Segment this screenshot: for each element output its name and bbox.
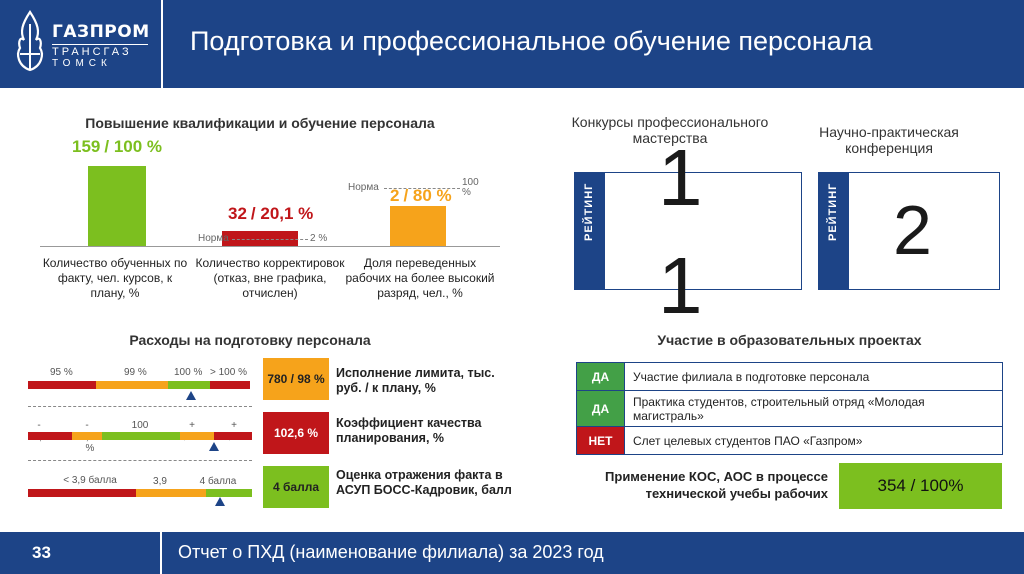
norm-line-promoted xyxy=(384,188,460,189)
footer-title: Отчет о ПХД (наименование филиала) за 20… xyxy=(178,542,604,562)
conference-rating-value: 2 xyxy=(893,191,932,269)
norm-line-corrections xyxy=(232,239,308,240)
row2-seg-green xyxy=(102,432,180,440)
conference-title: Научно-практическая конференция xyxy=(819,124,959,156)
conference-rating-card: РЕЙТИНГ xyxy=(818,172,1000,290)
row1-seg-green xyxy=(168,381,210,389)
row3-seg-green xyxy=(206,489,252,497)
kpi-planning: 102,6 % xyxy=(262,411,330,455)
row3-seg-orange xyxy=(136,489,206,497)
page-title: Подготовка и профессиональное обучение п… xyxy=(190,26,873,56)
chart-baseline xyxy=(40,246,500,247)
row3-tick: 3,9 балла xyxy=(146,476,174,500)
logo-subline: ТРАНСГАЗ xyxy=(52,44,148,58)
kos-value: 354 / 100% xyxy=(838,462,1003,510)
contests-rating-value-upper: 1 xyxy=(658,133,703,222)
label-trained: Количество обученных по факту, чел. курс… xyxy=(42,256,188,300)
project-status: ДА xyxy=(576,362,625,391)
row2-tick: - xyxy=(85,420,89,431)
row1-seg-orange xyxy=(96,381,168,389)
company-logo: ГАЗПРОМ ТРАНСГАЗ ТОМСК xyxy=(0,0,163,88)
value-trained: 159/ 100 % xyxy=(72,137,163,156)
label-promoted: Доля переведенных рабочих на более высок… xyxy=(345,256,495,300)
table-row: ДА Практика студентов, строительный отря… xyxy=(576,390,1003,427)
row2-marker-icon xyxy=(209,442,219,451)
project-status: НЕТ xyxy=(576,426,625,455)
project-text: Участие филиала в подготовке персонала xyxy=(624,362,1003,391)
gazprom-flame-icon xyxy=(17,10,43,72)
row3-tick: < 3,9 балла xyxy=(63,475,117,486)
bar-corrections xyxy=(222,231,298,246)
value-promoted: 2/ 80 % xyxy=(390,186,452,205)
bar-promoted xyxy=(390,206,446,246)
row1-seg-red xyxy=(28,381,96,389)
norm-value-corrections: 2 % xyxy=(310,233,328,244)
header-bar xyxy=(0,0,1024,88)
contests-rating-strip: РЕЙТИНГ xyxy=(575,173,605,289)
kos-text: Применение КОС, АОС в процессе техническ… xyxy=(605,469,828,501)
page-number: 33 xyxy=(0,532,162,574)
logo-city: ТОМСК xyxy=(52,58,112,69)
project-status: ДА xyxy=(576,390,625,427)
contests-rating-value: 1 xyxy=(658,241,703,330)
conference-rating-strip: РЕЙТИНГ xyxy=(819,173,849,289)
row2-seg-red xyxy=(28,432,72,440)
row1-marker-icon xyxy=(186,391,196,400)
kpi-asup: 4 балла xyxy=(262,465,330,509)
row1-tick: 100 % xyxy=(174,367,203,378)
kpi-asup-text: Оценка отражения факта в АСУП БОСС-Кадро… xyxy=(336,468,512,497)
row2-seg-red-right xyxy=(214,432,252,440)
kpi-planning-text: Коэффициент качества планирования, % xyxy=(336,416,482,445)
row1-tick: 99 % xyxy=(124,367,147,378)
row2-seg-orange-right xyxy=(180,432,214,440)
bar-trained xyxy=(88,166,146,246)
value-corrections: 32/ 20,1 % xyxy=(228,204,314,223)
row1-tick: 95 % xyxy=(50,367,73,378)
project-text: Слет целевых студентов ПАО «Газпром» xyxy=(624,426,1003,455)
table-row: НЕТ Слет целевых студентов ПАО «Газпром» xyxy=(576,426,1003,455)
row2-tick: - xyxy=(37,420,41,431)
label-corrections: Количество корректировок (отказ, вне гра… xyxy=(195,256,345,300)
divider xyxy=(28,406,252,407)
row1-seg-red-right xyxy=(210,381,250,389)
kpi-limit: 780 / 98 % xyxy=(262,357,330,401)
row3-tick: 4 балла xyxy=(199,476,237,487)
norm-label-promoted: Норма xyxy=(348,182,379,193)
project-text: Практика студентов, строительный отряд «… xyxy=(624,390,1003,427)
norm-label-corrections: Норма xyxy=(198,233,229,244)
qualification-title: Повышение квалификации и обучение персон… xyxy=(85,115,435,131)
expenses-title: Расходы на подготовку персонала xyxy=(129,332,371,348)
norm-value-promoted: 100 % xyxy=(462,177,479,198)
footer-bar xyxy=(0,532,1024,574)
logo-word: ГАЗПРОМ xyxy=(52,22,150,42)
row2-seg-orange xyxy=(72,432,102,440)
projects-title: Участие в образовательных проектах xyxy=(657,332,922,348)
divider xyxy=(28,460,252,461)
row3-marker-icon xyxy=(215,497,225,506)
row1-tick: > 100 % xyxy=(210,367,247,378)
contests-rating-card: РЕЙТИНГ xyxy=(574,172,802,290)
contests-title: Конкурсы профессионального мастерства xyxy=(571,114,769,146)
projects-table: ДА Участие филиала в подготовке персонал… xyxy=(576,362,1003,455)
row3-seg-red xyxy=(28,489,136,497)
kpi-limit-text: Исполнение лимита, тыс. руб. / к плану, … xyxy=(336,366,495,395)
table-row: ДА Участие филиала в подготовке персонал… xyxy=(576,362,1003,391)
